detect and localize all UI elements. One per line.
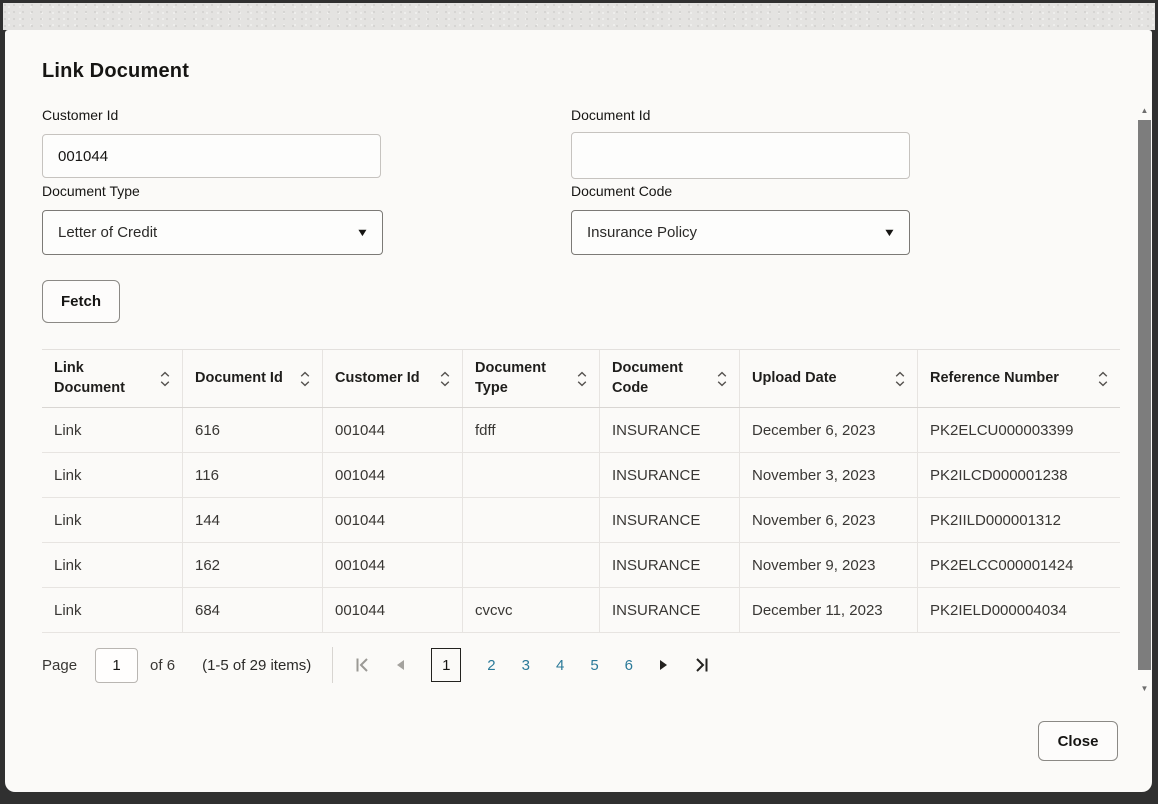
- document-code-select[interactable]: Insurance Policy ▼: [571, 210, 910, 255]
- pagination-divider: [332, 647, 334, 683]
- scroll-down-icon[interactable]: ▼: [1140, 684, 1149, 693]
- link-action[interactable]: Link: [42, 588, 183, 632]
- document-id-link[interactable]: 144: [183, 498, 323, 542]
- link-action[interactable]: Link: [42, 453, 183, 497]
- page-title: Link Document: [42, 60, 190, 82]
- fetch-button[interactable]: Fetch: [42, 280, 120, 323]
- vertical-scrollbar[interactable]: ▲ ▼: [1137, 106, 1152, 706]
- items-range-label: (1-5 of 29 items): [202, 656, 312, 674]
- link-action[interactable]: Link: [42, 543, 183, 587]
- customer-id-input[interactable]: [42, 134, 381, 178]
- document-id-link[interactable]: 616: [183, 408, 323, 452]
- document-code-cell: INSURANCE: [600, 408, 740, 452]
- reference-number-cell: PK2IELD000004034: [930, 601, 1067, 619]
- customer-id-cell: 001044: [323, 408, 463, 452]
- column-header-link-document[interactable]: Link Document: [42, 350, 183, 407]
- sort-icon[interactable]: [300, 371, 310, 387]
- document-type-cell: [463, 498, 600, 542]
- sort-icon[interactable]: [577, 371, 587, 387]
- first-page-icon[interactable]: [355, 657, 370, 673]
- documents-table: Link Document Document Id Customer Id Do…: [42, 349, 1120, 633]
- table-body: Link 616 001044 fdff INSURANCE December …: [42, 408, 1120, 633]
- document-id-label: Document Id: [571, 107, 651, 123]
- document-code-cell: INSURANCE: [600, 498, 740, 542]
- page-link-6[interactable]: 6: [624, 656, 634, 674]
- sort-icon[interactable]: [895, 371, 905, 387]
- current-page[interactable]: 1: [431, 648, 462, 682]
- document-code-cell: INSURANCE: [600, 588, 740, 632]
- page-link-4[interactable]: 4: [555, 656, 565, 674]
- upload-date-cell: November 3, 2023: [740, 453, 918, 497]
- upload-date-cell: November 6, 2023: [740, 498, 918, 542]
- document-code-value: Insurance Policy: [587, 224, 698, 241]
- customer-id-cell: 001044: [323, 588, 463, 632]
- document-type-cell: [463, 543, 600, 587]
- document-code-cell: INSURANCE: [600, 543, 740, 587]
- column-header-upload-date[interactable]: Upload Date: [740, 350, 918, 407]
- table-row: Link 616 001044 fdff INSURANCE December …: [42, 408, 1120, 453]
- document-code-cell: INSURANCE: [600, 453, 740, 497]
- customer-id-cell: 001044: [323, 453, 463, 497]
- table-row: Link 144 001044 INSURANCE November 6, 20…: [42, 498, 1120, 543]
- page-of-total: of 6: [150, 656, 176, 674]
- document-id-link[interactable]: 116: [183, 453, 323, 497]
- chevron-down-icon: ▼: [882, 226, 897, 239]
- table-row: Link 162 001044 INSURANCE November 9, 20…: [42, 543, 1120, 588]
- table-row: Link 684 001044 cvcvc INSURANCE December…: [42, 588, 1120, 633]
- document-type-cell: fdff: [463, 408, 600, 452]
- pagination-bar: Page of 6 (1-5 of 29 items) 1 2 3 4 5 6: [42, 646, 709, 684]
- chevron-down-icon: ▼: [355, 226, 370, 239]
- page-link-3[interactable]: 3: [521, 656, 530, 674]
- customer-id-cell: 001044: [323, 498, 463, 542]
- reference-number-cell: PK2ELCC000001424: [930, 556, 1074, 574]
- link-action[interactable]: Link: [42, 498, 183, 542]
- sort-icon[interactable]: [160, 371, 170, 387]
- next-page-icon[interactable]: [659, 659, 668, 671]
- upload-date-cell: November 9, 2023: [740, 543, 918, 587]
- column-header-reference-number[interactable]: Reference Number: [918, 350, 1120, 407]
- link-document-modal: Link Document Customer Id Document Id Do…: [5, 30, 1152, 792]
- table-header-row: Link Document Document Id Customer Id Do…: [42, 349, 1120, 408]
- table-row: Link 116 001044 INSURANCE November 3, 20…: [42, 453, 1120, 498]
- previous-page-icon[interactable]: [396, 659, 405, 671]
- reference-number-cell: PK2IILD000001312: [930, 511, 1061, 529]
- sort-icon[interactable]: [440, 371, 450, 387]
- sort-icon[interactable]: [1098, 371, 1108, 387]
- document-code-label: Document Code: [571, 183, 673, 199]
- page-link-2[interactable]: 2: [487, 656, 496, 674]
- column-header-customer-id[interactable]: Customer Id: [323, 350, 463, 407]
- link-action[interactable]: Link: [42, 408, 183, 452]
- scrollbar-thumb[interactable]: [1138, 120, 1151, 670]
- column-header-document-type[interactable]: Document Type: [463, 350, 600, 407]
- page-navigator: 1 2 3 4 5 6: [355, 648, 709, 682]
- document-type-label: Document Type: [42, 183, 140, 199]
- dimmed-background-strip: [3, 3, 1155, 30]
- customer-id-label: Customer Id: [42, 107, 119, 123]
- document-type-cell: cvcvc: [463, 588, 600, 632]
- document-type-value: Letter of Credit: [58, 224, 158, 241]
- document-id-input[interactable]: [571, 132, 910, 179]
- upload-date-cell: December 11, 2023: [740, 588, 918, 632]
- document-id-link[interactable]: 162: [183, 543, 323, 587]
- sort-icon[interactable]: [717, 371, 727, 387]
- close-button[interactable]: Close: [1038, 721, 1118, 761]
- last-page-icon[interactable]: [694, 657, 709, 673]
- document-type-cell: [463, 453, 600, 497]
- document-type-select[interactable]: Letter of Credit ▼: [42, 210, 383, 255]
- upload-date-cell: December 6, 2023: [740, 408, 918, 452]
- scroll-up-icon[interactable]: ▲: [1140, 106, 1149, 115]
- page-label: Page: [42, 656, 78, 674]
- column-header-document-code[interactable]: Document Code: [600, 350, 740, 407]
- page-number-input[interactable]: [95, 647, 139, 683]
- reference-number-cell: PK2ILCD000001238: [930, 466, 1068, 484]
- customer-id-cell: 001044: [323, 543, 463, 587]
- document-id-link[interactable]: 684: [183, 588, 323, 632]
- column-header-document-id[interactable]: Document Id: [183, 350, 323, 407]
- page-link-5[interactable]: 5: [590, 656, 599, 674]
- reference-number-cell: PK2ELCU000003399: [930, 421, 1074, 439]
